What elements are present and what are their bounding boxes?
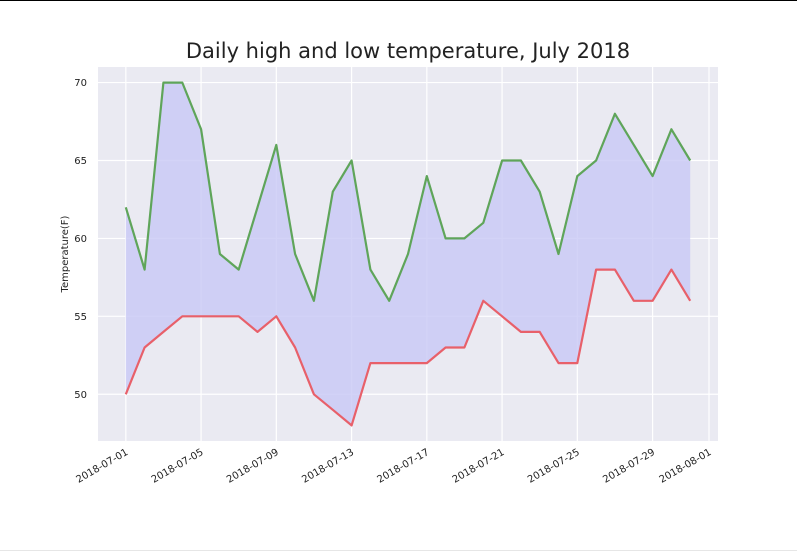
x-tick-label: 2018-07-21 — [451, 447, 507, 486]
x-tick-label: 2018-07-17 — [375, 447, 431, 486]
x-tick-label: 2018-07-01 — [74, 447, 130, 486]
x-tick-label: 2018-07-29 — [601, 447, 657, 486]
chart-title: Daily high and low temperature, July 201… — [186, 39, 630, 63]
x-axis-ticks: 2018-07-01 2018-07-05 2018-07-09 2018-07-13… — [74, 447, 713, 486]
x-tick-label: 2018-07-13 — [300, 447, 356, 486]
series-line-high — [124, 81, 692, 302]
frame-bottom-border — [0, 550, 797, 551]
x-tick-label: 2018-08-01 — [658, 447, 714, 486]
y-tick-label: 70 — [74, 78, 87, 89]
x-tick-label: 2018-07-05 — [150, 447, 206, 486]
x-tick-label: 2018-07-09 — [225, 447, 281, 486]
frame-top-border — [0, 0, 797, 1]
y-axis-ticks: 50 55 60 65 70 — [74, 78, 87, 401]
y-tick-label: 60 — [74, 234, 87, 245]
y-tick-label: 55 — [74, 312, 87, 323]
y-tick-label: 65 — [74, 156, 87, 167]
y-axis-label: Temperature(F) — [60, 215, 71, 293]
series-line-low — [124, 268, 692, 427]
y-tick-label: 50 — [74, 390, 87, 401]
x-tick-label: 2018-07-25 — [526, 447, 582, 486]
